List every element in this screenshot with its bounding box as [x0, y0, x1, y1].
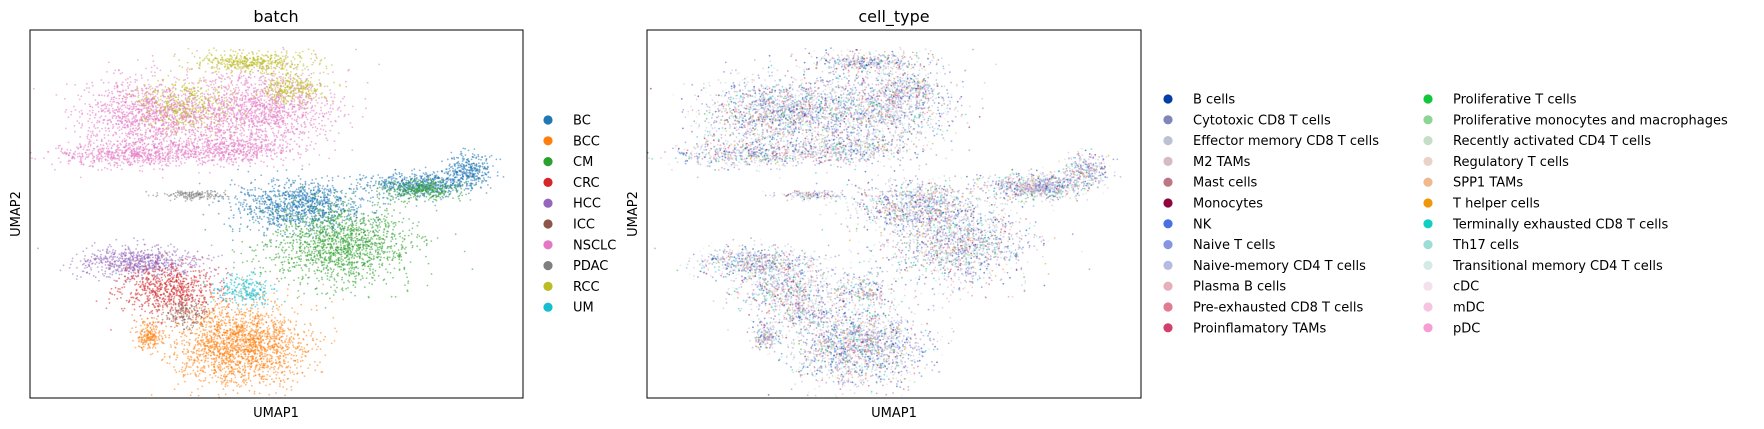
legend-label-spp1-tams: SPP1 TAMs [1453, 176, 1523, 191]
legend-marker-terminally-exhausted-cd8-t-cells [1423, 219, 1433, 229]
legend-label-m2-tams: M2 TAMs [1193, 155, 1251, 170]
legend-marker-b-cells [1163, 94, 1173, 104]
panel-cell-type: cell_type UMAP1 UMAP2 B cells Cytotoxic C… [626, 7, 1728, 421]
legend-label-hcc: HCC [573, 197, 601, 212]
legend-label-bcc: BCC [573, 134, 600, 149]
legend-label-terminally-exhausted-cd8-t-cells: Terminally exhausted CD8 T cells [1452, 217, 1668, 232]
legend-marker-naive-t-cells [1163, 240, 1173, 250]
legend-label-proinflamatory-tams: Proinflamatory TAMs [1193, 321, 1327, 336]
legend-label-cytotoxic-cd8-t-cells: Cytotoxic CD8 T cells [1193, 113, 1331, 128]
legend-marker-effector-memory-cd8-t-cells [1163, 136, 1173, 146]
legend-label-pre-exhausted-cd8-t-cells: Pre-exhausted CD8 T cells [1193, 301, 1363, 316]
legend-marker-th17-cells [1423, 240, 1433, 250]
legend-label-recently-activated-cd4-t-cells: Recently activated CD4 T cells [1453, 134, 1651, 149]
legend-marker-t-helper-cells [1423, 198, 1433, 208]
legend-marker-nsclc [543, 240, 553, 250]
legend-marker-transitional-memory-cd4-t-cells [1423, 260, 1433, 270]
legend-marker-pdc [1423, 323, 1433, 333]
panel-batch-title: batch [253, 7, 298, 26]
legend-label-mast-cells: Mast cells [1193, 176, 1258, 191]
legend-label-cdc: cDC [1453, 280, 1479, 295]
legend-marker-cytotoxic-cd8-t-cells [1163, 115, 1173, 125]
legend-label-regulatory-t-cells: Regulatory T cells [1453, 155, 1569, 170]
legend-label-rcc: RCC [573, 280, 600, 295]
legend-marker-plasma-b-cells [1163, 281, 1173, 291]
legend-label-cm: CM [573, 155, 593, 170]
legend-label-b-cells: B cells [1193, 93, 1235, 108]
legend-marker-pdac [543, 261, 553, 271]
legend-label-icc: ICC [573, 218, 595, 233]
legend-label-effector-memory-cd8-t-cells: Effector memory CD8 T cells [1193, 134, 1379, 149]
panel-batch-points [30, 46, 505, 398]
legend-label-naive-memory-cd4-t-cells: Naive-memory CD4 T cells [1193, 259, 1366, 274]
legend-label-th17-cells: Th17 cells [1452, 238, 1519, 253]
legend-marker-naive-memory-cd4-t-cells [1163, 260, 1173, 270]
legend-label-proliferative-t-cells: Proliferative T cells [1453, 93, 1577, 108]
panel-batch-ylabel: UMAP2 [9, 191, 24, 237]
panel-batch-legend: BC BCC CM CRC HCC ICC NSCLC PDAC RCC UM [543, 114, 616, 316]
panel-cell-type-ylabel: UMAP2 [626, 191, 641, 237]
legend-label-crc: CRC [573, 176, 600, 191]
legend-label-bc: BC [573, 114, 591, 129]
legend-marker-proliferative-monocytes-and-macrophages [1423, 115, 1433, 125]
legend-marker-rcc [543, 281, 553, 291]
legend-label-um: UM [573, 301, 594, 316]
panel-cell-type-points [647, 46, 1122, 398]
legend-marker-monocytes [1163, 198, 1173, 208]
legend-marker-hcc [543, 198, 553, 208]
legend-marker-bc [543, 115, 553, 125]
legend-label-plasma-b-cells: Plasma B cells [1193, 280, 1286, 295]
legend-marker-nk [1163, 219, 1173, 229]
legend-marker-crc [543, 177, 553, 187]
legend-marker-mast-cells [1163, 177, 1173, 187]
legend-label-pdc: pDC [1453, 321, 1480, 336]
legend-marker-cdc [1423, 281, 1433, 291]
legend-label-mdc: mDC [1453, 301, 1485, 316]
panel-cell-type-legend: B cells Cytotoxic CD8 T cells Effector mem… [1163, 93, 1728, 336]
legend-label-transitional-memory-cd4-t-cells: Transitional memory CD4 T cells [1452, 259, 1663, 274]
legend-label-pdac: PDAC [573, 259, 608, 274]
panel-batch-xlabel: UMAP1 [253, 406, 299, 421]
panel-batch-axes-frame [29, 29, 524, 399]
legend-marker-regulatory-t-cells [1423, 156, 1433, 166]
legend-marker-recently-activated-cd4-t-cells [1423, 136, 1433, 146]
legend-marker-spp1-tams [1423, 177, 1433, 187]
legend-marker-icc [543, 219, 553, 229]
panel-cell-type-axes-frame [646, 29, 1142, 399]
panel-batch: batch UMAP1 UMAP2 BC BCC CM CRC HCC ICC NSCLC P… [9, 7, 616, 421]
legend-marker-mdc [1423, 302, 1433, 312]
panel-cell-type-title: cell_type [858, 7, 929, 27]
legend-marker-um [543, 302, 553, 312]
legend-label-t-helper-cells: T helper cells [1452, 197, 1540, 212]
legend-label-monocytes: Monocytes [1193, 197, 1263, 212]
legend-marker-m2-tams [1163, 156, 1173, 166]
legend-marker-cm [543, 157, 553, 167]
legend-label-naive-t-cells: Naive T cells [1193, 238, 1276, 253]
legend-label-nk: NK [1193, 217, 1212, 232]
legend-marker-proliferative-t-cells [1423, 94, 1433, 104]
legend-marker-pre-exhausted-cd8-t-cells [1163, 302, 1173, 312]
legend-label-nsclc: NSCLC [573, 238, 616, 253]
panel-cell-type-xlabel: UMAP1 [871, 406, 917, 421]
legend-marker-proinflamatory-tams [1163, 323, 1173, 333]
legend-marker-bcc [543, 136, 553, 146]
legend-label-proliferative-monocytes-and-macrophages: Proliferative monocytes and macrophages [1453, 113, 1728, 128]
